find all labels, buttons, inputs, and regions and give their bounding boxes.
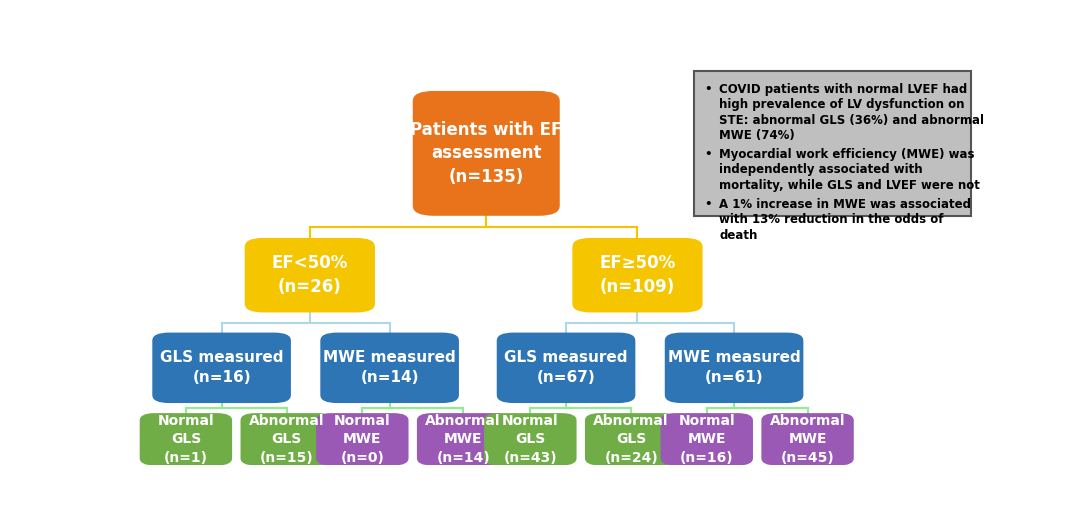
Text: MWE measured
(n=61): MWE measured (n=61) xyxy=(668,350,800,385)
FancyBboxPatch shape xyxy=(241,413,333,465)
Text: Abnormal
MWE
(n=14): Abnormal MWE (n=14) xyxy=(425,414,501,465)
Text: Normal
GLS
(n=43): Normal GLS (n=43) xyxy=(502,414,558,465)
Text: A 1% increase in MWE was associated: A 1% increase in MWE was associated xyxy=(720,198,971,211)
Text: death: death xyxy=(720,229,758,242)
Text: Patients with EF
assessment
(n=135): Patients with EF assessment (n=135) xyxy=(410,121,563,186)
Text: EF<50%
(n=26): EF<50% (n=26) xyxy=(272,254,348,296)
FancyBboxPatch shape xyxy=(245,238,375,312)
FancyBboxPatch shape xyxy=(413,91,559,216)
FancyBboxPatch shape xyxy=(572,238,702,312)
FancyBboxPatch shape xyxy=(317,413,409,465)
FancyBboxPatch shape xyxy=(140,413,232,465)
FancyBboxPatch shape xyxy=(664,333,803,403)
Text: Abnormal
GLS
(n=15): Abnormal GLS (n=15) xyxy=(249,414,324,465)
FancyBboxPatch shape xyxy=(417,413,509,465)
FancyBboxPatch shape xyxy=(694,71,971,216)
Text: Normal
MWE
(n=0): Normal MWE (n=0) xyxy=(334,414,390,465)
FancyBboxPatch shape xyxy=(761,413,854,465)
Text: with 13% reduction in the odds of: with 13% reduction in the odds of xyxy=(720,213,944,226)
FancyBboxPatch shape xyxy=(321,333,459,403)
Text: COVID patients with normal LVEF had: COVID patients with normal LVEF had xyxy=(720,83,968,96)
Text: Normal
GLS
(n=1): Normal GLS (n=1) xyxy=(157,414,215,465)
FancyBboxPatch shape xyxy=(485,413,577,465)
Text: Abnormal
GLS
(n=24): Abnormal GLS (n=24) xyxy=(593,414,669,465)
Text: •: • xyxy=(705,83,712,96)
Text: MWE measured
(n=14): MWE measured (n=14) xyxy=(323,350,456,385)
Text: independently associated with: independently associated with xyxy=(720,164,922,176)
Text: •: • xyxy=(705,148,712,161)
Text: Normal
MWE
(n=16): Normal MWE (n=16) xyxy=(679,414,735,465)
Text: EF≥50%
(n=109): EF≥50% (n=109) xyxy=(599,254,675,296)
Text: mortality, while GLS and LVEF were not: mortality, while GLS and LVEF were not xyxy=(720,179,980,192)
FancyBboxPatch shape xyxy=(660,413,753,465)
Text: STE: abnormal GLS (36%) and abnormal: STE: abnormal GLS (36%) and abnormal xyxy=(720,113,984,127)
FancyBboxPatch shape xyxy=(152,333,291,403)
Text: MWE (74%): MWE (74%) xyxy=(720,129,796,142)
Text: •: • xyxy=(705,198,712,211)
Text: GLS measured
(n=16): GLS measured (n=16) xyxy=(159,350,283,385)
Text: Abnormal
MWE
(n=45): Abnormal MWE (n=45) xyxy=(770,414,846,465)
FancyBboxPatch shape xyxy=(585,413,678,465)
FancyBboxPatch shape xyxy=(496,333,635,403)
Text: GLS measured
(n=67): GLS measured (n=67) xyxy=(504,350,628,385)
Text: high prevalence of LV dysfunction on: high prevalence of LV dysfunction on xyxy=(720,98,965,111)
Text: Myocardial work efficiency (MWE) was: Myocardial work efficiency (MWE) was xyxy=(720,148,975,161)
